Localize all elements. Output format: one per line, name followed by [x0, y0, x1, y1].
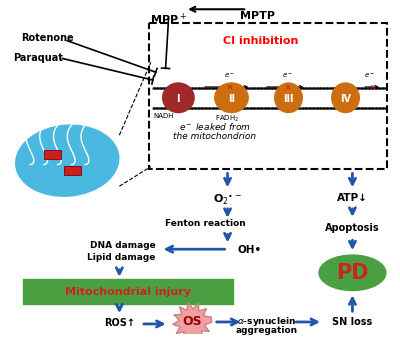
FancyBboxPatch shape — [44, 150, 61, 159]
Text: ROS↑: ROS↑ — [104, 318, 135, 328]
Text: ATP↓: ATP↓ — [337, 193, 368, 203]
Text: Apoptosis: Apoptosis — [325, 223, 380, 233]
Ellipse shape — [215, 83, 248, 113]
Ellipse shape — [332, 83, 359, 113]
FancyBboxPatch shape — [64, 166, 80, 175]
Text: III: III — [283, 94, 294, 104]
Text: Paraquat: Paraquat — [13, 52, 63, 63]
Text: O$_2$$^{\bullet-}$: O$_2$$^{\bullet-}$ — [213, 193, 242, 207]
Text: IV: IV — [340, 94, 351, 104]
Text: Rotenone: Rotenone — [21, 33, 74, 43]
Text: Lipid damage: Lipid damage — [87, 253, 156, 262]
Ellipse shape — [163, 83, 194, 113]
Text: CI inhibition: CI inhibition — [223, 36, 299, 46]
Text: Mitochondrial injury: Mitochondrial injury — [65, 288, 191, 297]
Text: $\alpha$-synuclein: $\alpha$-synuclein — [237, 315, 296, 328]
Text: DNA damage: DNA damage — [90, 241, 156, 250]
Text: MPP$^+$: MPP$^+$ — [150, 11, 187, 26]
Text: ✕: ✕ — [369, 82, 375, 92]
Text: PD: PD — [336, 263, 369, 283]
Text: II: II — [228, 94, 235, 104]
Text: ✕: ✕ — [226, 82, 232, 92]
Ellipse shape — [319, 255, 386, 290]
Text: e$^-$: e$^-$ — [364, 71, 374, 80]
Text: e$^-$ leaked from: e$^-$ leaked from — [179, 121, 251, 132]
Text: OH•: OH• — [237, 245, 262, 255]
Text: Fenton reaction: Fenton reaction — [164, 219, 245, 228]
Text: SN loss: SN loss — [332, 317, 372, 327]
Text: I: I — [177, 94, 180, 104]
Ellipse shape — [275, 83, 302, 113]
Text: ✕: ✕ — [284, 82, 291, 92]
Text: NADH: NADH — [153, 114, 174, 120]
Text: aggregation: aggregation — [236, 326, 298, 335]
Text: the mitochondrion: the mitochondrion — [173, 132, 256, 141]
Text: MPTP: MPTP — [240, 11, 274, 21]
Ellipse shape — [16, 125, 119, 196]
Text: FADH$_2$: FADH$_2$ — [216, 114, 240, 124]
Text: e$^-$: e$^-$ — [224, 71, 234, 80]
Bar — [149, 23, 387, 169]
FancyBboxPatch shape — [24, 279, 233, 304]
Polygon shape — [173, 303, 212, 338]
Text: e$^-$: e$^-$ — [282, 71, 293, 80]
Text: OS: OS — [182, 315, 202, 329]
